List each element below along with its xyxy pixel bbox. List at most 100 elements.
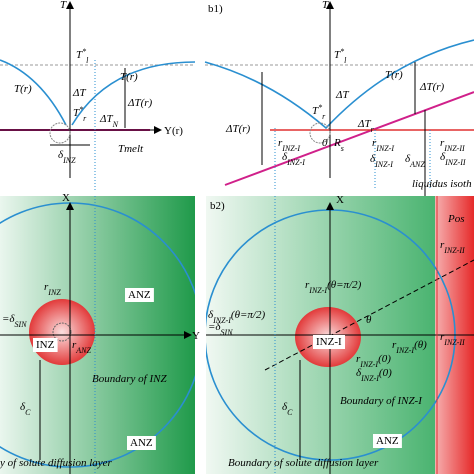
label-text: T xyxy=(76,49,83,61)
label-sub: C xyxy=(287,408,293,417)
label-sup: * xyxy=(318,103,322,112)
label-sub: SIN xyxy=(15,320,28,329)
label-text: δ xyxy=(370,153,376,165)
label-text: ANZ xyxy=(376,435,399,447)
label-sub: s xyxy=(341,144,344,153)
label: δINZ xyxy=(58,149,76,165)
label: rINZ-I xyxy=(278,137,300,153)
label: rANZ xyxy=(72,339,92,355)
label: ANZ xyxy=(130,437,153,449)
top-left-panel xyxy=(0,1,196,190)
label-sub: INZ-I xyxy=(395,346,414,355)
label-text: X xyxy=(62,192,70,204)
label-sub: l xyxy=(86,56,89,65)
label-sub: r xyxy=(322,112,326,121)
label-text: ΔT xyxy=(335,89,349,101)
label-text: X xyxy=(336,194,344,206)
label-sup: * xyxy=(340,47,344,56)
label-sub: C xyxy=(25,408,31,417)
label-text: δ xyxy=(282,401,288,413)
label-text: T xyxy=(322,0,329,11)
label-sub: INZ-I xyxy=(212,316,231,325)
label: T(r) xyxy=(385,69,403,81)
label: liquidus isoth xyxy=(412,178,472,190)
label: T*l xyxy=(334,47,347,65)
label-text: ANZ xyxy=(130,437,153,449)
label: T*r xyxy=(73,105,87,123)
label: rINZ-II xyxy=(440,331,465,347)
label: ΔTr xyxy=(357,118,375,134)
label-sub: ANZ xyxy=(75,346,91,355)
label-sub: INZ xyxy=(62,156,76,165)
label-text: T xyxy=(73,107,80,119)
label-text: b2) xyxy=(210,200,225,212)
label-after: (0) xyxy=(378,353,391,365)
label: δINZ-I xyxy=(370,153,393,169)
label: δC xyxy=(282,401,293,417)
label-sub: INZ-I xyxy=(286,158,305,167)
label: ANZ xyxy=(376,435,399,447)
label: θ xyxy=(366,314,372,326)
label-text: Boundary of INZ xyxy=(92,373,167,385)
label: δC xyxy=(20,401,31,417)
label-text: T xyxy=(312,105,319,117)
label: rINZ-II xyxy=(440,137,465,153)
label: ΔT(r) xyxy=(419,81,445,93)
label: ANZ xyxy=(128,289,151,301)
label-sub: INZ-I xyxy=(374,160,393,169)
label-sub: INZ-I xyxy=(375,144,394,153)
label-sub: INZ-I xyxy=(360,374,379,383)
label: rINZ-I(0) xyxy=(356,353,391,369)
label-text: ANZ xyxy=(128,289,151,301)
label-sub: ANZ xyxy=(409,160,425,169)
label: INZ xyxy=(36,339,55,351)
label-text: Y(r) xyxy=(164,125,183,137)
label-text: ΔT(r) xyxy=(225,123,251,135)
label: T(r) xyxy=(120,71,138,83)
label-text: δ xyxy=(356,367,362,379)
label-text: r xyxy=(440,239,445,251)
label: Tmelt xyxy=(118,143,144,155)
label-text: Boundary of INZ-I xyxy=(340,395,423,407)
label-text: δ xyxy=(208,309,214,321)
label-text: δ xyxy=(282,151,288,163)
label: Boundary of INZ xyxy=(92,373,167,385)
label: T(r) xyxy=(14,83,32,95)
label: ΔT xyxy=(335,89,349,101)
label-box xyxy=(127,436,156,450)
label: δANZ xyxy=(405,153,425,169)
label-text: r xyxy=(440,137,445,149)
label-text: r xyxy=(356,353,361,365)
label-sub: r xyxy=(371,125,375,134)
label: T*l xyxy=(76,47,89,65)
label-text: y of solute diffusion layer xyxy=(0,457,113,469)
label-sub: N xyxy=(112,120,119,129)
label-sup: * xyxy=(79,105,83,114)
label-sub: INZ xyxy=(47,288,61,297)
label: rINZ-II xyxy=(440,239,465,255)
label-sub: INZ-I xyxy=(308,286,327,295)
label-text: T(r) xyxy=(120,71,138,83)
label-text: Y xyxy=(192,330,200,342)
label-text: δ xyxy=(405,153,411,165)
label: y of solute diffusion layer xyxy=(0,457,113,469)
label: ΔT(r) xyxy=(225,123,251,135)
label-text: =δ xyxy=(2,313,15,325)
label-text: =δ xyxy=(208,321,221,333)
label: =δSIN xyxy=(2,313,27,329)
label-sub: INZ-I xyxy=(281,144,300,153)
label-sub: INZ-I xyxy=(359,360,378,369)
label-sub: INZ-II xyxy=(443,338,465,347)
label-text: T xyxy=(334,49,341,61)
label-text: ΔT(r) xyxy=(419,81,445,93)
label-text: δ xyxy=(20,401,26,413)
label: Pos xyxy=(447,213,465,225)
label: T xyxy=(322,0,329,11)
label: ΔTN xyxy=(99,113,119,129)
label: Y xyxy=(192,330,200,342)
label: rINZ-I(θ) xyxy=(392,339,427,355)
label-text: r xyxy=(72,339,77,351)
bottom-right-panel xyxy=(206,196,474,474)
label-text: r xyxy=(44,281,49,293)
label: b2) xyxy=(210,200,225,212)
